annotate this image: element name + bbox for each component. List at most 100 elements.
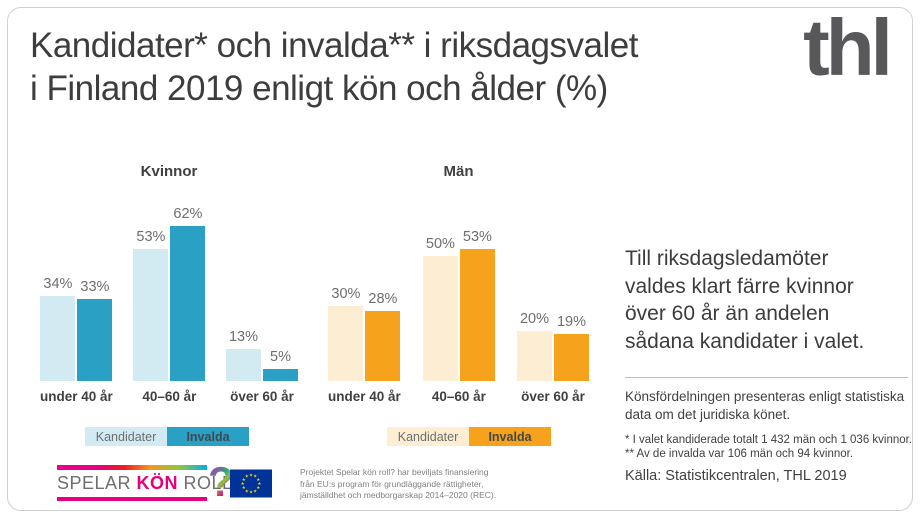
bar-invalda <box>554 333 589 381</box>
bar-pair-bars: 34% 33% <box>40 276 113 381</box>
bar-column: 62% <box>170 206 206 381</box>
category-label: under 40 år <box>40 389 113 404</box>
highlight-line-2: valdes klart färre kvinnor <box>625 274 854 298</box>
bar-value-label: 34% <box>43 276 73 292</box>
eu-funding-line-3: jämställdhet och medborgarskap 2014–2020… <box>300 490 497 500</box>
bar-value-label: 19% <box>556 313 587 330</box>
source-text: Källa: Statistikcentralen, THL 2019 <box>625 468 847 484</box>
bar-column: 20% <box>517 311 552 381</box>
svg-text:★: ★ <box>249 489 254 494</box>
eu-flag-icon: ★ ★★★★★★★★★★★ <box>230 469 272 498</box>
legend-item-man-invalda: Invalda <box>469 427 551 446</box>
highlight-line-4: sådana kandidater i valet. <box>625 329 865 353</box>
svg-text:★: ★ <box>249 473 254 478</box>
bar-value-label: 5% <box>270 348 291 365</box>
spelar-kon-roll-logo: SPELAR KÖN ROLL ? <box>57 458 234 505</box>
bar-value-label: 13% <box>228 328 259 345</box>
bar-kandidater <box>226 348 261 381</box>
highlight-line-3: över 60 år än andelen <box>625 302 830 325</box>
bar-value-label: 53% <box>462 228 492 245</box>
bar-value-label: 53% <box>136 228 166 245</box>
category-label: över 60 år <box>230 389 294 404</box>
chart-group-kvinnor: Kvinnor 34% 33% under 40 år 53% 62% 40–60 år 1… <box>40 163 298 404</box>
chart-group-title-man: Män <box>443 163 474 180</box>
category-label: 40–60 år <box>142 389 197 404</box>
eu-funding-line-2: från EU:s program för grundläggande rätt… <box>300 478 484 489</box>
bar-invalda <box>459 248 495 381</box>
divider-line <box>625 377 908 378</box>
bar-column: 13% <box>226 328 261 381</box>
skr-word-spelar: SPELAR <box>57 473 137 493</box>
bar-column: 19% <box>554 313 589 381</box>
bar-column: 34% <box>40 276 76 381</box>
bar-kandidater <box>40 296 76 381</box>
bars-area-kvinnor: 34% 33% under 40 år 53% 62% 40–60 år 13% 5% över… <box>40 184 298 404</box>
svg-text:★: ★ <box>241 481 246 486</box>
svg-text:★: ★ <box>242 477 247 482</box>
svg-text:★: ★ <box>245 474 250 479</box>
bar-invalda <box>77 298 113 381</box>
bar-pair: 50% 53% 40–60 år <box>422 228 495 404</box>
bar-pair-bars: 50% 53% <box>422 228 495 381</box>
svg-text:★: ★ <box>256 477 261 482</box>
bar-kandidater <box>133 248 169 381</box>
svg-text:★: ★ <box>253 474 258 479</box>
bar-value-label: 62% <box>173 206 203 222</box>
bar-pair: 13% 5% över 60 år <box>226 328 298 404</box>
bar-column: 33% <box>77 278 113 381</box>
bar-pair: 53% 62% 40–60 år <box>133 206 206 404</box>
highlight-line-1: Till riksdagsledamöter <box>625 247 829 270</box>
question-mark-icon: ? <box>208 458 234 505</box>
page-title-line-2: i Finland 2019 enligt kön och ålder (%) <box>30 69 608 108</box>
spelar-kon-roll-wordmark: SPELAR KÖN ROLL <box>57 465 232 501</box>
legend-kvinnor: Kandidater Invalda <box>85 427 249 446</box>
bar-column: 53% <box>133 228 169 381</box>
highlight-text: Till riksdagsledamöter valdes klart färr… <box>625 245 864 355</box>
bar-pair: 20% 19% över 60 år <box>517 311 589 404</box>
thl-logo: thl <box>803 3 893 92</box>
bars-area-man: 30% 28% under 40 år 50% 53% 40–60 år 20% 19% öve… <box>328 184 589 404</box>
chart-group-man: Män 30% 28% under 40 år 50% 53% 40–60 år 20% 19… <box>328 163 589 404</box>
bar-column: 50% <box>422 236 458 381</box>
bar-pair-bars: 53% 62% <box>133 206 206 381</box>
legend-item-man-kandidater: Kandidater <box>387 427 469 446</box>
bar-kandidater <box>422 256 458 381</box>
bar-invalda <box>170 226 206 381</box>
magenta-bar <box>57 497 207 501</box>
svg-text:★: ★ <box>256 485 261 490</box>
methodology-note-line-1: Könsfördelningen presenteras enligt stat… <box>625 389 905 404</box>
bar-kandidater <box>517 331 552 381</box>
spelar-kon-roll-text: SPELAR KÖN ROLL <box>57 470 232 497</box>
skr-word-roll: ROLL <box>178 473 233 493</box>
eu-funding-line-1: Projektet Spelar kön roll? har beviljats… <box>300 467 489 477</box>
category-label: under 40 år <box>328 389 401 404</box>
category-label: 40–60 år <box>431 389 486 404</box>
eu-funding-text: Projektet Spelar kön roll? har beviljats… <box>300 467 496 502</box>
bar-value-label: 20% <box>519 311 550 327</box>
methodology-note: Könsfördelningen presenteras enligt stat… <box>625 388 904 423</box>
footnote-elected: ** Av de invalda var 106 män och 94 kvin… <box>625 447 854 460</box>
bar-column: 53% <box>459 228 495 381</box>
footnote-candidates: * I valet kandiderade totalt 1 432 män o… <box>625 434 913 446</box>
legend-item-kvinnor-kandidater: Kandidater <box>85 427 167 446</box>
bar-value-label: 30% <box>331 286 361 302</box>
footnotes: * I valet kandiderade totalt 1 432 män o… <box>625 434 912 461</box>
category-label: över 60 år <box>521 389 585 404</box>
skr-word-kon: KÖN <box>136 473 179 493</box>
bar-value-label: 50% <box>425 236 455 252</box>
bar-kandidater <box>328 306 364 381</box>
chart-group-title-kvinnor: Kvinnor <box>140 163 198 180</box>
page-title-line-1: Kandidater* och invalda** i riksdagsvale… <box>30 26 638 65</box>
bar-value-label: 33% <box>80 278 110 295</box>
rainbow-bar <box>57 465 207 470</box>
svg-text:★: ★ <box>245 488 250 493</box>
bar-invalda <box>263 368 298 381</box>
methodology-note-line-2: data om det juridiska könet. <box>625 406 791 422</box>
bar-pair-bars: 13% 5% <box>226 328 298 381</box>
legend-item-kvinnor-invalda: Invalda <box>167 427 249 446</box>
bar-pair-bars: 30% 28% <box>328 286 401 381</box>
bar-value-label: 28% <box>368 291 398 307</box>
bar-column: 28% <box>365 291 401 381</box>
bar-pair: 34% 33% under 40 år <box>40 276 113 404</box>
